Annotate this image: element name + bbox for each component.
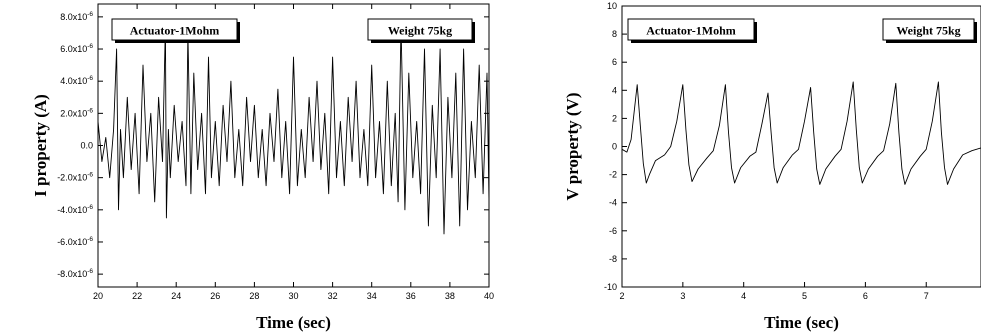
y-tick-label: -2.0x10-6 [57,172,93,183]
x-tick-label: 40 [484,291,494,301]
weight-label: Weight 75kg [388,24,452,38]
y-tick-label: 6 [612,57,617,67]
x-tick-label: 34 [367,291,377,301]
x-tick-label: 6 [863,291,868,301]
x-tick-label: 4 [741,291,746,301]
label-box [367,18,473,41]
x-tick-label: 3 [680,291,685,301]
y-tick-label: 8 [612,29,617,39]
x-tick-label: 28 [249,291,259,301]
y-tick-label: 0 [612,142,617,152]
actuator-label: Actuator-1Mohm [130,24,220,38]
x-tick-label: 7 [924,291,929,301]
y-tick-label: 10 [607,1,617,11]
y-axis-title: V property (V) [563,93,582,201]
y-tick-label: 0.0 [80,141,93,151]
x-tick-label: 26 [210,291,220,301]
voltage-chart: 2 3 4 5 6 7 10 8 6 4 2 0 -2 -4 -6 -8 -10 Actuator-1Mohm We… [563,1,981,332]
x-axis-title: Time (sec) [764,313,839,332]
y-tick-label: 4.0x10-6 [60,75,93,86]
y-tick-label: 6.0x10-6 [60,43,93,54]
x-tick-label: 36 [406,291,416,301]
x-axis-title: Time (sec) [256,313,331,332]
x-tick-label: 5 [802,291,807,301]
x-tick-label: 20 [93,291,103,301]
y-tick-label: 2 [612,113,617,123]
series-line [97,24,490,235]
y-tick-label: -6.0x10-6 [57,236,93,247]
x-tick-label: 24 [171,291,181,301]
y-axis-title: I property (A) [31,94,50,197]
x-tick-label: 2 [619,291,624,301]
y-tick-label: -8 [609,254,617,264]
label-box [882,18,975,41]
x-tick-label: 22 [132,291,142,301]
y-tick-label: -2 [609,170,617,180]
x-tick-label: 32 [328,291,338,301]
series-line [621,81,981,185]
y-tick-label: -4 [609,198,617,208]
x-tick-label: 30 [288,291,298,301]
y-tick-label: 2.0x10-6 [60,107,93,118]
label-box [111,18,238,41]
y-tick-label: -10 [604,282,617,292]
y-tick-label: 8.0x10-6 [60,11,93,22]
y-tick-label: 4 [612,85,617,95]
current-chart: 20 22 24 26 28 30 32 34 36 38 40 8.0x10-6 6.0x10-6 4.… [31,3,494,332]
weight-label: Weight 75kg [896,24,960,38]
label-box [627,18,755,41]
y-tick-label: -6 [609,226,617,236]
y-tick-label: -4.0x10-6 [57,204,93,215]
y-tick-label: -8.0x10-6 [57,268,93,279]
x-tick-label: 38 [445,291,455,301]
actuator-label: Actuator-1Mohm [646,24,736,38]
